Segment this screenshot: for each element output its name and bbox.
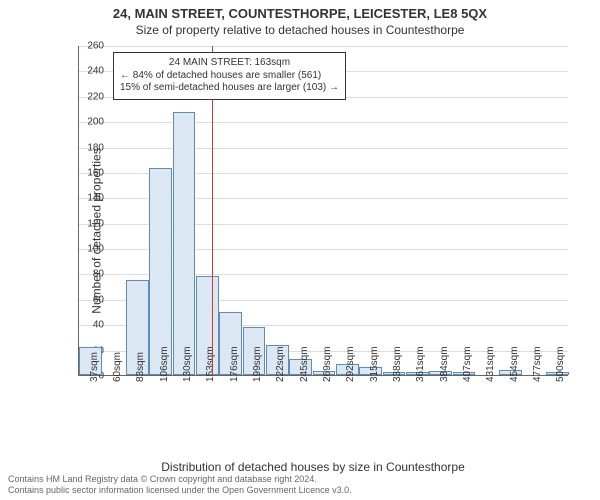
y-tick-label: 180 [74, 142, 104, 153]
y-tick-label: 260 [74, 41, 104, 52]
footer-line-2: Contains public sector information licen… [8, 485, 352, 496]
annotation-line-1: 24 MAIN STREET: 163sqm [120, 57, 339, 70]
y-tick-label: 240 [74, 66, 104, 77]
y-tick-label: 100 [74, 244, 104, 255]
gridline [79, 122, 568, 123]
y-tick-label: 80 [74, 269, 104, 280]
y-tick-label: 140 [74, 193, 104, 204]
y-tick-label: 160 [74, 167, 104, 178]
chart-container: Number of detached properties 0204060801… [48, 46, 578, 416]
y-tick-label: 220 [74, 91, 104, 102]
page-subtitle: Size of property relative to detached ho… [0, 21, 600, 37]
annotation-line-2: ← 84% of detached houses are smaller (56… [120, 70, 339, 83]
footer-attribution: Contains HM Land Registry data © Crown c… [8, 474, 352, 496]
annotation-line-3: 15% of semi-detached houses are larger (… [120, 82, 339, 95]
y-tick-label: 200 [74, 117, 104, 128]
histogram-bar [149, 168, 172, 375]
y-tick-label: 60 [74, 294, 104, 305]
gridline [79, 148, 568, 149]
y-tick-label: 120 [74, 218, 104, 229]
histogram-bar [173, 112, 196, 375]
y-tick-label: 40 [74, 320, 104, 331]
page-title: 24, MAIN STREET, COUNTESTHORPE, LEICESTE… [0, 0, 600, 21]
annotation-box: 24 MAIN STREET: 163sqm ← 84% of detached… [113, 52, 346, 100]
footer-line-1: Contains HM Land Registry data © Crown c… [8, 474, 352, 485]
plot-area: 02040608010012014016018020022024026037sq… [78, 46, 568, 376]
gridline [79, 46, 568, 47]
x-axis-label: Distribution of detached houses by size … [48, 460, 578, 474]
